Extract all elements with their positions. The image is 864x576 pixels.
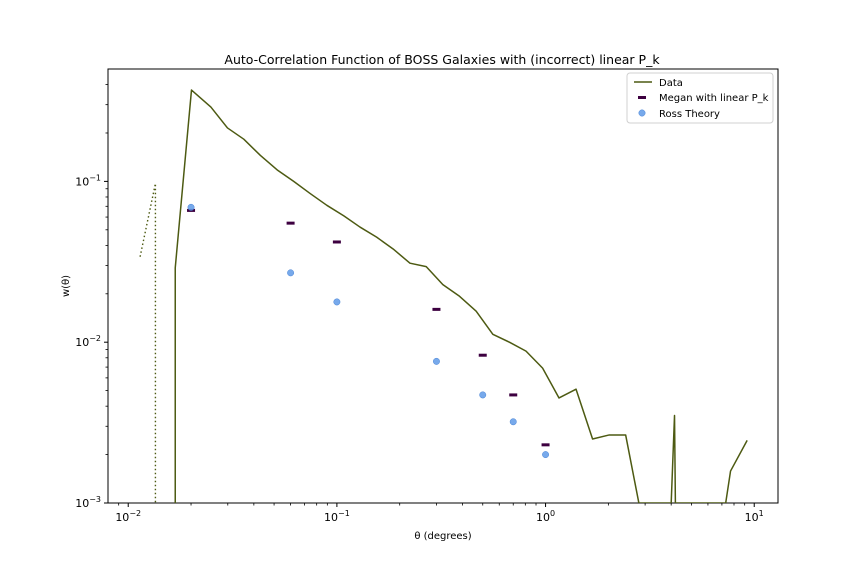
y-tick-label: 10−1	[75, 173, 101, 188]
axis-ticks: 10−2 10−1 100 101 10−3 10−2 10−1	[75, 84, 764, 524]
x-axis-label: θ (degrees)	[414, 531, 471, 542]
legend-megan-label: Megan with linear P_k	[659, 93, 769, 104]
data-dotted-segment	[139, 182, 157, 503]
ross-theory-point	[479, 391, 487, 399]
megan-point	[286, 221, 295, 225]
legend-ross-label: Ross Theory	[659, 109, 720, 120]
ross-theory-point	[542, 451, 550, 459]
y-tick-label: 10−2	[75, 334, 101, 349]
legend: Data Megan with linear P_k Ross Theory	[626, 72, 774, 124]
megan-point	[509, 393, 518, 397]
plot-marks	[139, 89, 748, 503]
legend-box	[626, 72, 774, 124]
plot-area-frame	[107, 68, 779, 504]
x-tick-label: 100	[536, 509, 555, 524]
megan-point	[432, 307, 441, 311]
ross-theory-point	[187, 203, 195, 211]
megan-point	[478, 353, 487, 357]
x-tick-label: 101	[745, 509, 764, 524]
y-tick-label: 10−3	[75, 495, 101, 510]
megan-point	[332, 240, 341, 244]
ross-theory-point	[287, 269, 295, 277]
legend-data-label: Data	[659, 78, 683, 89]
chart-title: Auto-Correlation Function of BOSS Galaxi…	[224, 52, 660, 67]
ross-theory-point	[333, 298, 341, 306]
ross-theory-point	[509, 418, 517, 426]
data-series-line	[174, 89, 748, 503]
x-tick-label: 10−1	[324, 509, 350, 524]
legend-ross-marker	[638, 109, 646, 117]
ross-theory-point	[432, 357, 440, 365]
legend-megan-marker	[638, 96, 646, 99]
y-axis-label: w(θ)	[61, 275, 72, 297]
x-tick-label: 10−2	[115, 509, 141, 524]
megan-point	[541, 443, 550, 447]
